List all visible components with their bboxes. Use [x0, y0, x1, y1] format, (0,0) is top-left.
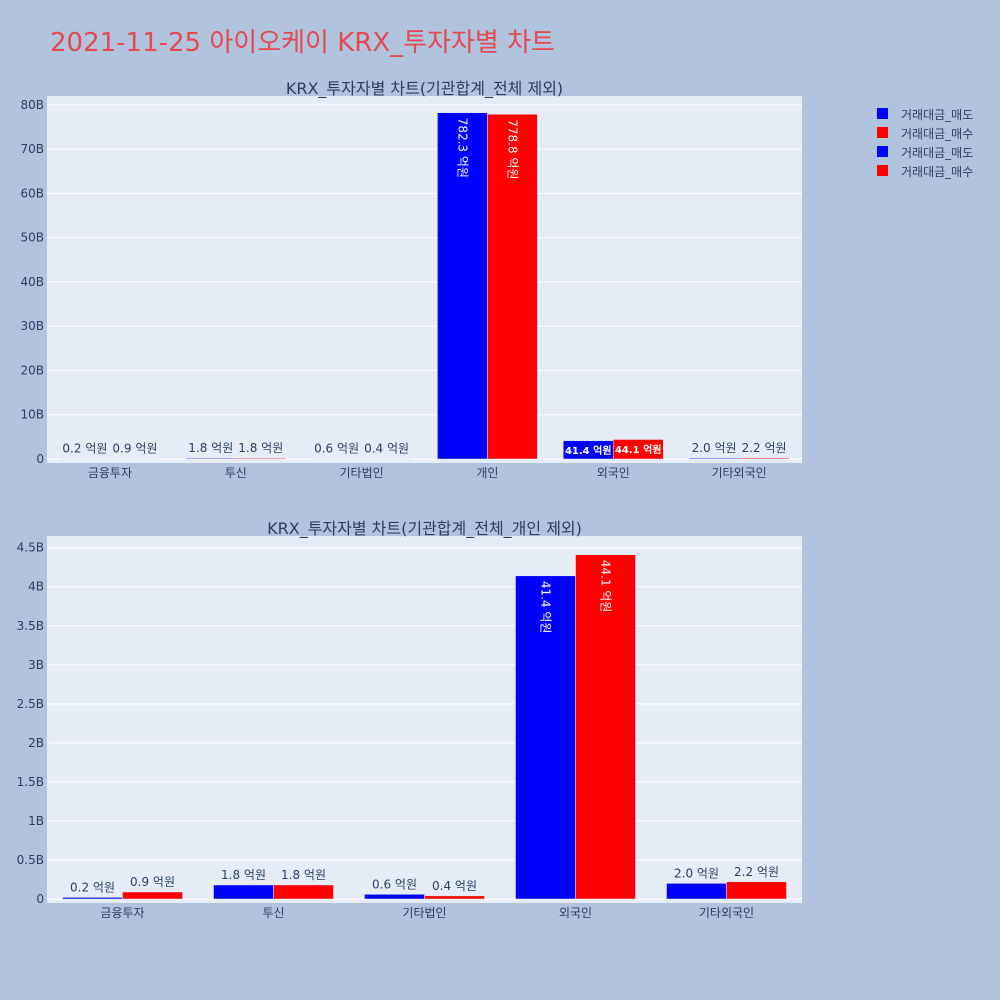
y-tick-label: 70B [20, 142, 44, 156]
x-tick-label: 금융투자 [88, 466, 132, 480]
y-tick-label: 2B [28, 736, 44, 750]
legend-label[interactable]: 거래대금_매수 [901, 127, 973, 141]
data-label: 41.4 억원 [539, 581, 553, 634]
data-label: 0.2 억원 [70, 880, 115, 894]
y-tick-label: 2.5B [17, 697, 44, 711]
x-tick-label: 기타외국인 [711, 466, 766, 480]
bar-buy[interactable] [575, 554, 636, 900]
data-label: 1.8 억원 [238, 441, 283, 455]
chart-title: KRX_투자자별 차트(기관합계_전체 제외) [286, 79, 563, 99]
y-tick-label: 40B [20, 275, 44, 289]
bar-sell[interactable] [515, 575, 576, 900]
bar-buy[interactable] [235, 457, 286, 460]
page-title: 2021-11-25 아이오케이 KRX_투자자별 차트 [50, 28, 555, 58]
chart-bottom: 0 0.5B 1B 1.5B 2B 2.5B 3B 3.5B 4B 4.5B 금융투자 0.2 억원 0… [17, 519, 802, 920]
data-label: 782.3 억원 [455, 118, 469, 178]
bar-sell[interactable] [437, 112, 488, 460]
legend-label[interactable]: 거래대금_매도 [901, 146, 973, 160]
legend-swatch[interactable] [877, 108, 888, 119]
x-tick-label: 금융투자 [100, 906, 144, 920]
bar-sell[interactable] [666, 883, 727, 900]
bar-sell[interactable] [59, 458, 111, 460]
y-tick-label: 1.5B [17, 775, 44, 789]
x-tick-label: 기타외국인 [699, 906, 754, 920]
bar-sell[interactable] [688, 457, 740, 460]
legend-label[interactable]: 거래대금_매수 [901, 165, 973, 179]
bar-sell[interactable] [311, 458, 362, 460]
y-tick-label: 60B [20, 186, 44, 200]
x-tick-label: 투신 [262, 906, 284, 920]
data-label: 1.8 억원 [221, 868, 266, 882]
y-tick-label: 4B [28, 580, 44, 594]
y-tick-label: 3B [28, 658, 44, 672]
y-tick-label: 1B [28, 814, 44, 828]
bar-sell[interactable] [62, 897, 123, 900]
y-tick-label: 50B [20, 231, 44, 245]
y-tick-label: 0 [36, 892, 44, 906]
data-label: 41.4 억원 [565, 444, 612, 457]
bar-sell[interactable] [364, 894, 425, 900]
x-tick-label: 개인 [476, 466, 498, 480]
data-label: 2.2 억원 [734, 865, 779, 879]
legend-swatch[interactable] [877, 165, 888, 176]
y-tick-label: 80B [20, 98, 44, 112]
bar-buy[interactable] [613, 439, 664, 460]
data-label: 0.6 억원 [372, 877, 417, 891]
bar-buy[interactable] [361, 458, 412, 460]
x-tick-label: 기타법인 [402, 906, 446, 920]
y-tick-label: 0 [36, 452, 44, 466]
data-label: 2.0 억원 [692, 441, 737, 455]
chart-title: KRX_투자자별 차트(기관합계_전체_개인 제외) [267, 519, 582, 539]
bar-sell[interactable] [185, 457, 236, 460]
y-tick-label: 4.5B [17, 541, 44, 555]
chart-top: 0 10B 20B 30B 40B 50B 60B 70B 80B 금융투자 0.2 억원 0.9 억… [20, 79, 802, 480]
data-label: 44.1 억원 [599, 560, 613, 613]
bar-buy[interactable] [424, 895, 485, 900]
bar-buy[interactable] [738, 457, 790, 460]
data-label: 0.2 억원 [62, 442, 107, 456]
y-tick-label: 10B [20, 408, 44, 422]
data-label: 2.0 억원 [674, 866, 719, 880]
data-label: 0.4 억원 [364, 442, 409, 456]
bar-buy[interactable] [109, 458, 161, 460]
y-tick-label: 3.5B [17, 619, 44, 633]
x-tick-label: 기타법인 [339, 466, 383, 480]
data-label: 0.6 억원 [314, 442, 359, 456]
data-label: 0.9 억원 [130, 875, 175, 889]
x-tick-label: 외국인 [597, 466, 630, 480]
bar-buy[interactable] [273, 884, 334, 900]
data-label: 1.8 억원 [188, 441, 233, 455]
y-tick-label: 0.5B [17, 853, 44, 867]
y-tick-label: 20B [20, 363, 44, 377]
bar-sell[interactable] [213, 884, 274, 900]
data-label: 44.1 억원 [615, 443, 662, 456]
bar-buy[interactable] [122, 891, 183, 900]
data-label: 2.2 억원 [742, 441, 787, 455]
data-label: 1.8 억원 [281, 868, 326, 882]
legend-label[interactable]: 거래대금_매도 [901, 108, 973, 122]
legend-swatch[interactable] [877, 127, 888, 138]
plot-area [47, 536, 802, 903]
bar-buy[interactable] [487, 113, 538, 460]
data-label: 0.9 억원 [112, 442, 157, 456]
legend-swatch[interactable] [877, 146, 888, 157]
y-tick-label: 30B [20, 319, 44, 333]
data-label: 0.4 억원 [432, 879, 477, 893]
data-label: 778.8 억원 [505, 119, 519, 179]
bar-buy[interactable] [726, 881, 787, 900]
x-tick-label: 투신 [225, 466, 247, 480]
plot-area [47, 96, 802, 463]
x-tick-label: 외국인 [559, 906, 592, 920]
